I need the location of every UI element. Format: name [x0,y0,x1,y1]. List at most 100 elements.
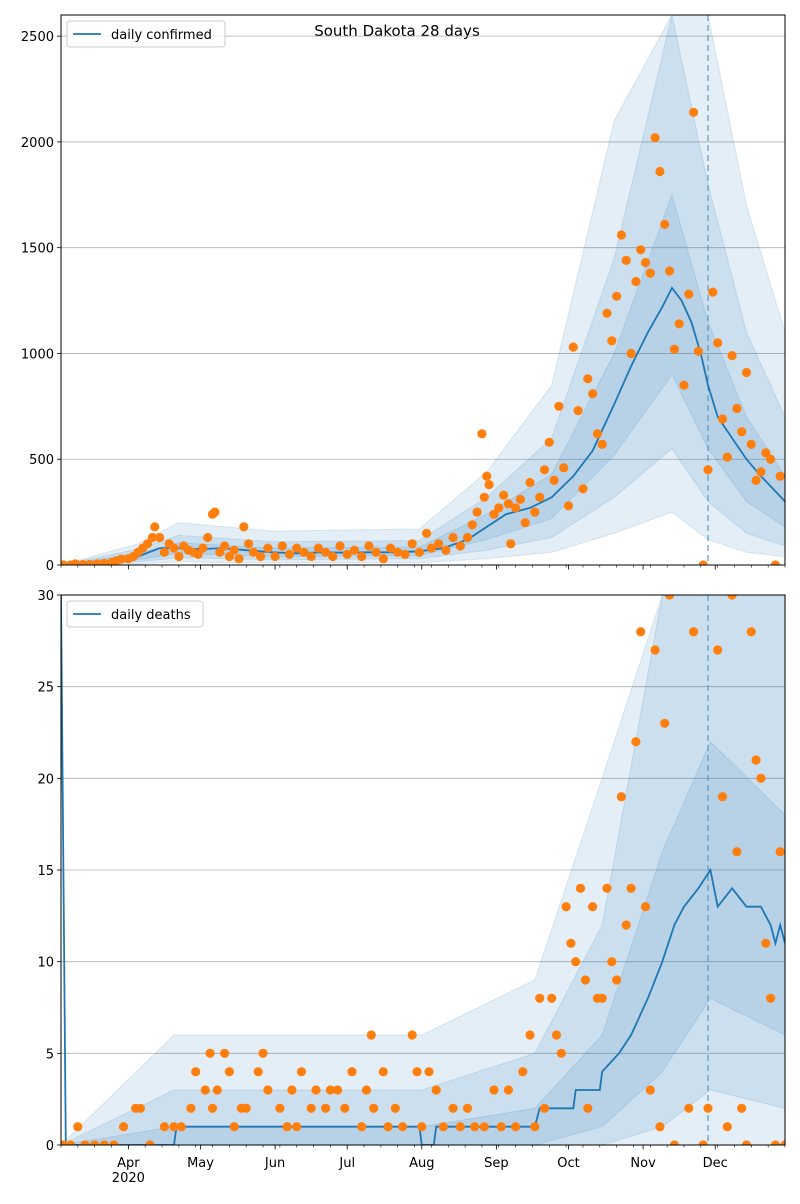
data-point [224,1067,234,1077]
y-tick-label: 0 [46,1139,54,1154]
data-point [270,551,280,562]
data-point [159,547,169,557]
data-point [539,465,550,475]
plot-area [61,595,785,1145]
data-point [503,1085,513,1095]
data-point [746,439,756,449]
data-point [489,1085,499,1095]
x-tick-label: Apr [117,1156,140,1171]
data-point [256,551,266,562]
data-point [366,1030,376,1040]
data-point [176,1122,186,1132]
data-point [292,543,302,553]
data-point [477,429,487,439]
data-point [703,1103,713,1113]
data-point [612,975,622,985]
data-point [588,389,598,399]
data-point [660,718,670,728]
data-point [669,1140,679,1145]
data-point [713,645,723,655]
data-point [357,1122,367,1132]
data-point [655,1122,665,1132]
data-point [378,554,388,564]
y-tick-label: 2000 [21,136,54,151]
y-tick-label: 5 [46,1047,54,1062]
x-tick-label: Sep [484,1156,509,1171]
data-point [612,291,622,301]
data-point [155,532,165,543]
data-point [207,1103,218,1113]
data-point [568,342,578,352]
data-point [472,507,482,517]
legend: daily confirmed [66,20,226,48]
data-point [515,494,526,504]
data-point [313,543,323,553]
data-point [607,336,617,346]
data-point [263,543,273,553]
x-tick-sublabel: 2020 [112,1171,145,1186]
data-point [357,551,367,562]
data-point [241,1103,251,1113]
legend-box [66,600,204,628]
data-point [689,627,699,637]
data-point [741,1140,752,1145]
data-point [578,484,588,494]
y-tick-label: 500 [29,453,54,468]
data-point [571,957,581,967]
confidence-band-middle [61,595,785,1145]
data-point [626,348,636,359]
data-point [506,539,516,549]
data-point [333,1085,343,1095]
data-point [296,1067,307,1077]
data-point [636,245,646,255]
y-tick-label: 20 [37,772,54,787]
series-line [61,595,785,1145]
data-point [484,480,494,490]
data-point [780,1140,785,1145]
data-point [479,492,489,502]
data-point [277,541,287,551]
data-point [393,547,403,557]
x-tick-label: May [187,1156,214,1171]
data-point [544,437,554,447]
data-point [361,1085,372,1095]
data-point [441,545,451,555]
data-point [150,522,160,532]
data-point [340,1103,350,1113]
data-point [597,993,607,1003]
y-tick-label: 30 [37,589,54,604]
data-point [602,308,612,318]
data-point [335,541,345,551]
data-point [349,545,359,555]
data-point [770,1140,780,1145]
data-point [239,522,249,532]
data-point [306,1103,316,1113]
data-point [563,501,574,511]
data-point [664,595,675,600]
legend-box [66,20,226,48]
data-point [174,551,184,562]
data-point [455,1122,465,1132]
data-point [371,547,381,557]
data-point [722,452,732,462]
data-point [212,1085,222,1095]
data-point [378,1067,388,1077]
data-point [556,1048,566,1058]
x-tick-label: Dec [703,1156,728,1171]
data-point [573,406,583,416]
x-tick-label: Aug [409,1156,434,1171]
data-point [311,1085,321,1095]
data-point [626,883,636,893]
data-point [244,539,254,549]
data-point [426,543,436,553]
data-point [640,257,651,268]
data-point [770,560,780,565]
y-tick-label: 0 [46,559,54,574]
data-point [737,1103,747,1113]
data-point [616,792,627,802]
data-point [200,1085,210,1095]
y-tick-label: 1500 [21,242,54,257]
data-point [535,993,545,1003]
